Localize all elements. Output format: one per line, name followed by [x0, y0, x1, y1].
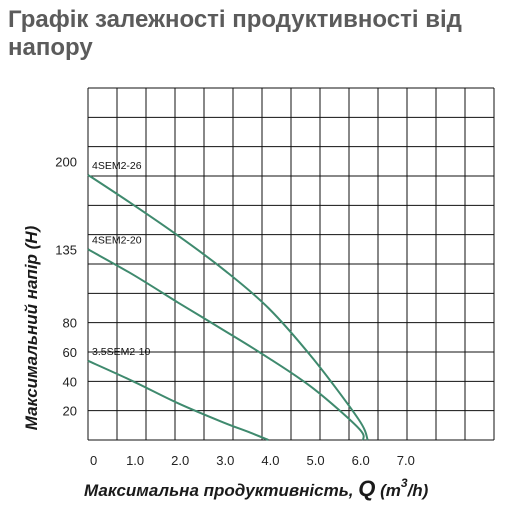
- x-tick-label: 7.0: [397, 453, 415, 468]
- x-axis-label-text: Максимальна продуктивність,: [84, 481, 358, 500]
- series-label: 3.5SEM2-10: [92, 346, 151, 358]
- x-axis-label-symbol: Q: [358, 476, 375, 501]
- series-line: [87, 248, 365, 441]
- y-tick-label: 135: [55, 242, 77, 257]
- x-tick-labels: 0 1.0 2.0 3.0 4.0 5.0 6.0 7.0: [90, 453, 415, 468]
- x-tick-label: 4.0: [261, 453, 279, 468]
- x-tick-label: 2.0: [171, 453, 189, 468]
- x-tick-label: 1.0: [126, 453, 144, 468]
- y-tick-label: 80: [63, 316, 77, 331]
- x-axis-label-unit-sup: 3: [401, 476, 408, 490]
- series-label: 4SEM2-26: [92, 160, 142, 172]
- series-group: 4SEM2-26 4SEM2-20 3.5SEM2-10: [87, 160, 369, 441]
- y-tick-label: 60: [63, 345, 77, 360]
- series-label: 4SEM2-20: [92, 234, 142, 246]
- y-tick-label: 200: [55, 154, 77, 169]
- x-tick-label: 3.0: [216, 453, 234, 468]
- series-line: [87, 174, 369, 441]
- y-axis-label: Максимальний напір (H): [22, 225, 41, 430]
- x-axis-label-unit-open: (m: [380, 481, 401, 500]
- x-axis-label: Максимальна продуктивність, Q (m3/h): [84, 476, 429, 501]
- series-line: [87, 359, 269, 441]
- x-tick-label: 6.0: [352, 453, 370, 468]
- grid: [87, 87, 495, 441]
- y-tick-label: 40: [63, 374, 77, 389]
- chart-title: Графік залежності продуктивності від нап…: [8, 6, 462, 61]
- y-tick-labels: 200 135 80 60 40 20: [55, 154, 77, 418]
- y-tick-label: 20: [63, 404, 77, 419]
- x-tick-label: 0: [90, 453, 97, 468]
- x-tick-label: 5.0: [307, 453, 325, 468]
- x-axis-label-unit-close: /h): [407, 481, 429, 500]
